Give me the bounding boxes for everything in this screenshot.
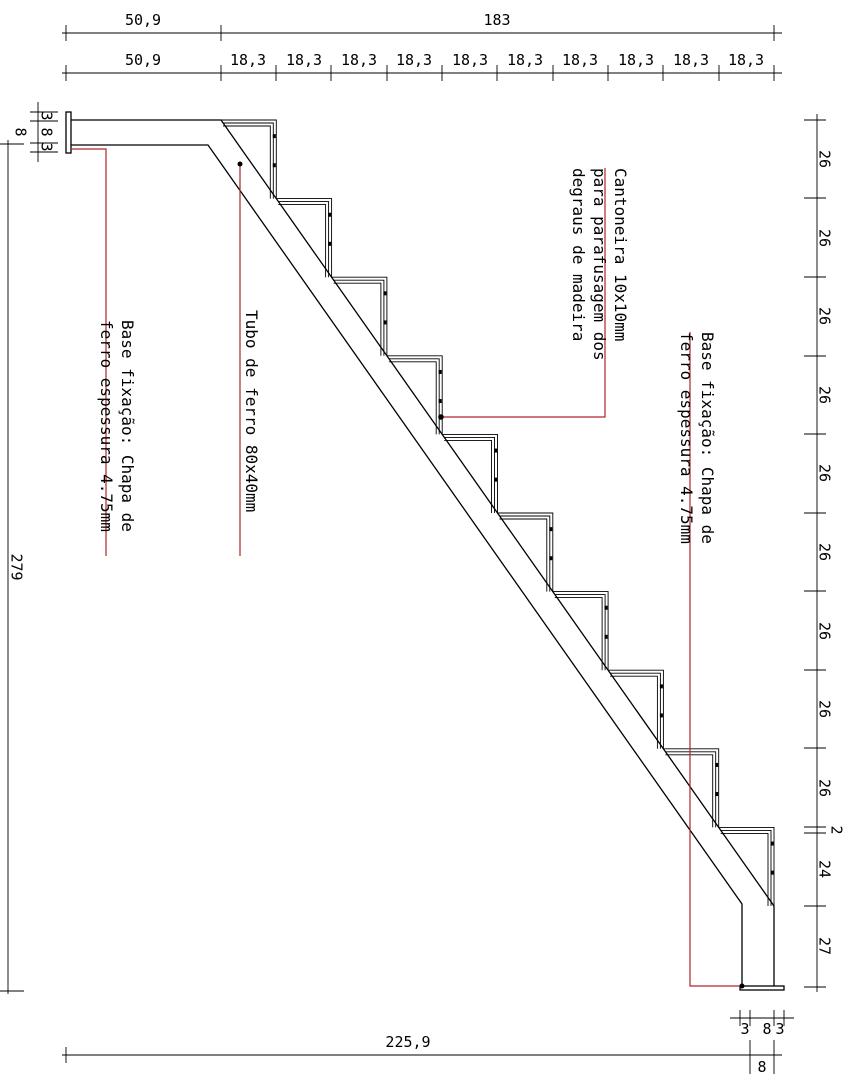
dim-right-10: 24 [816, 860, 834, 878]
dim-top-step-2: 18,3 [286, 51, 322, 69]
dim-left-height: 279 [8, 553, 26, 580]
right-dimensions: 26 26 26 26 26 26 26 26 26 2 24 27 [804, 114, 846, 992]
base-plate-top [65, 111, 72, 154]
leader-lines [71, 148, 745, 989]
dim-top-step-5: 18,3 [452, 51, 488, 69]
step-7 [552, 591, 609, 671]
dim-bottom-plate-1: 8 [762, 1020, 771, 1038]
dim-right-2: 26 [816, 307, 834, 325]
note-angle: Cantoneira 10x10mm para parafusagem dos … [569, 168, 630, 361]
left-dimensions: 279 3 8 3 8 [0, 102, 58, 994]
step-10 [718, 826, 775, 906]
dim-top-step-4: 18,3 [396, 51, 432, 69]
bottom-dimensions: 225,9 3 8 3 8 [62, 1010, 794, 1074]
dim-bottom-plate-2: 3 [775, 1020, 784, 1038]
note-base-left: Base fixação: Chapa de ferro espessura 4… [97, 320, 137, 532]
top-dimensions: 50,9 183 50,9 18,3 18,3 18,3 18,3 18,3 1… [62, 11, 782, 81]
step-4 [386, 355, 443, 435]
step-8 [608, 669, 664, 749]
note-base-right-line-2: ferro espessura 4.75mm [677, 332, 696, 544]
step-6 [497, 512, 554, 592]
dim-bottom-plate-0: 3 [740, 1020, 749, 1038]
dim-left-plate-1: 8 [38, 127, 56, 136]
note-tube: Tubo de ferro 80x40mm [242, 310, 261, 512]
dim-left-plate-0: 3 [38, 111, 56, 120]
dim-top-step-3: 18,3 [341, 51, 377, 69]
dim-right-0: 26 [816, 150, 834, 168]
dim-right-3: 26 [816, 386, 834, 404]
step-2 [276, 198, 333, 278]
dim-top-total-1: 183 [483, 11, 510, 29]
dim-left-plate-total: 8 [12, 127, 30, 136]
note-tube-line-1: Tubo de ferro 80x40mm [242, 310, 261, 512]
dim-right-6: 26 [816, 622, 834, 640]
dim-right-4: 26 [816, 464, 834, 482]
dim-top-step-7: 18,3 [562, 51, 598, 69]
dim-top-step-1: 18,3 [230, 51, 266, 69]
dim-right-9: 2 [828, 825, 846, 834]
stringer-tube [71, 119, 775, 986]
dim-top-total-0: 50,9 [125, 11, 161, 29]
dim-top-step-0: 50,9 [125, 51, 161, 69]
note-base-right-line-1: Base fixação: Chapa de [698, 332, 717, 544]
note-angle-line-1: Cantoneira 10x10mm [611, 168, 630, 341]
note-base-right: Base fixação: Chapa de ferro espessura 4… [677, 332, 717, 544]
dim-right-5: 26 [816, 543, 834, 561]
note-base-left-line-1: Base fixação: Chapa de [118, 320, 137, 532]
note-angle-line-3: degraus de madeira [569, 168, 588, 341]
dim-right-7: 26 [816, 700, 834, 718]
dim-top-step-8: 18,3 [618, 51, 654, 69]
step-1 [221, 119, 277, 199]
step-9 [663, 748, 720, 828]
dim-bottom-length: 225,9 [385, 1033, 430, 1051]
step-5 [442, 433, 498, 513]
dim-left-plate-2: 3 [38, 142, 56, 151]
base-plate-bottom [739, 985, 785, 991]
dim-top-step-6: 18,3 [507, 51, 543, 69]
dim-right-11: 27 [816, 937, 834, 955]
note-angle-line-2: para parafusagem dos [590, 168, 609, 361]
step-brackets [221, 119, 775, 906]
step-3 [331, 276, 388, 356]
note-base-left-line-2: ferro espessura 4.75mm [97, 320, 116, 532]
dim-bottom-plate-total: 8 [757, 1058, 766, 1074]
dim-right-1: 26 [816, 229, 834, 247]
dim-right-8: 26 [816, 779, 834, 797]
dim-top-step-10: 18,3 [728, 51, 764, 69]
dim-top-step-9: 18,3 [673, 51, 709, 69]
